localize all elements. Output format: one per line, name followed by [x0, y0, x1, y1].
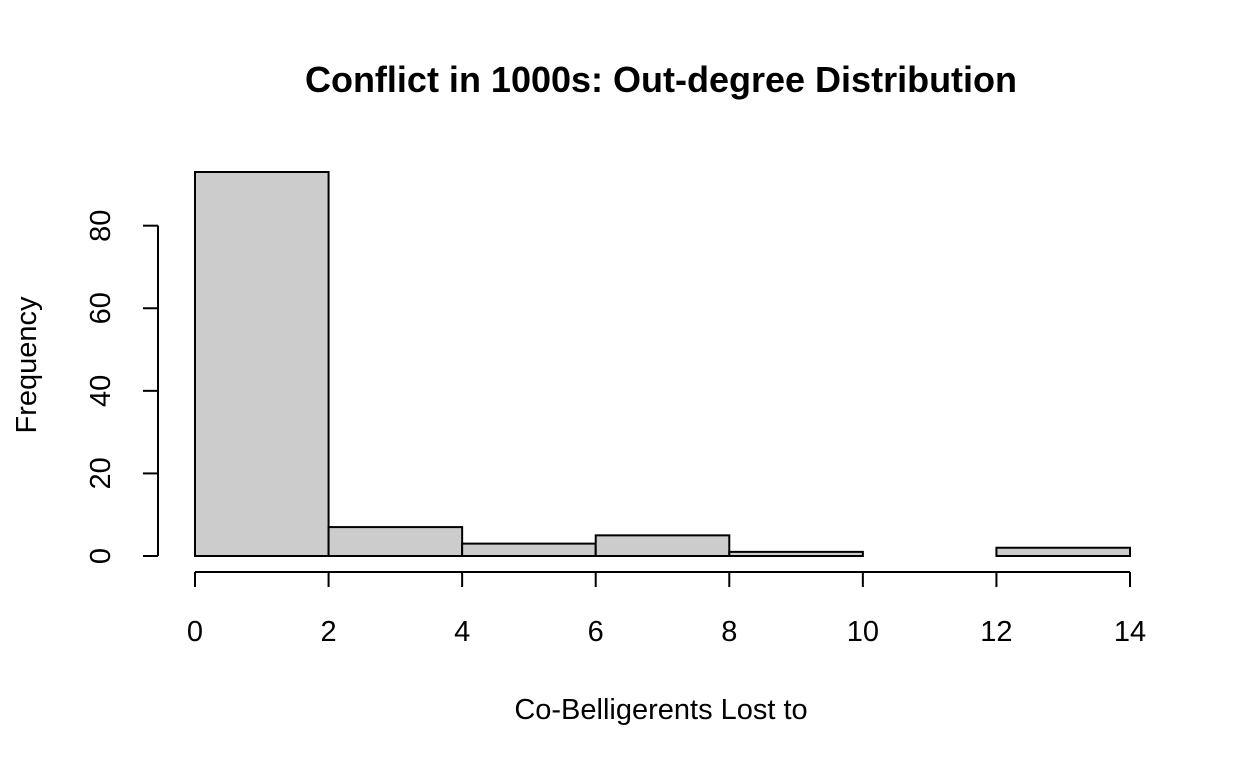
x-tick-label: 2 [321, 616, 337, 648]
y-axis: 0 20 40 60 80 [85, 210, 159, 564]
histogram-bar-8-10 [728, 550, 864, 558]
x-tick-label: 4 [454, 616, 470, 648]
y-axis-label: Frequency [11, 296, 43, 434]
y-tick-label: 80 [85, 210, 117, 242]
y-ticks: 0 20 40 60 80 [85, 210, 158, 564]
y-tick-label: 60 [85, 292, 117, 324]
x-axis: 0 2 4 6 8 10 12 14 [187, 571, 1146, 648]
y-tick-label: 0 [85, 548, 117, 564]
bars-group [194, 171, 1132, 558]
y-tick-label: 20 [85, 457, 117, 489]
x-tick-label: 12 [980, 616, 1012, 648]
x-tick-label: 0 [187, 616, 203, 648]
histogram-bar-4-6 [461, 542, 597, 558]
histogram-bar-2-4 [327, 526, 464, 558]
x-tick-label: 14 [1114, 616, 1146, 648]
y-tick-label: 40 [85, 375, 117, 407]
histogram-bar-12-14 [995, 546, 1132, 558]
histogram-bar-6-8 [594, 534, 731, 558]
x-tick-label: 6 [588, 616, 604, 648]
x-tick-label: 10 [847, 616, 879, 648]
x-ticks: 0 2 4 6 8 10 12 14 [187, 572, 1146, 648]
x-axis-label: Co-Belligerents Lost to [514, 694, 807, 726]
chart-title: Conflict in 1000s: Out-degree Distributi… [305, 59, 1017, 100]
histogram-bar-0-2 [194, 171, 330, 557]
x-tick-label: 8 [721, 616, 737, 648]
